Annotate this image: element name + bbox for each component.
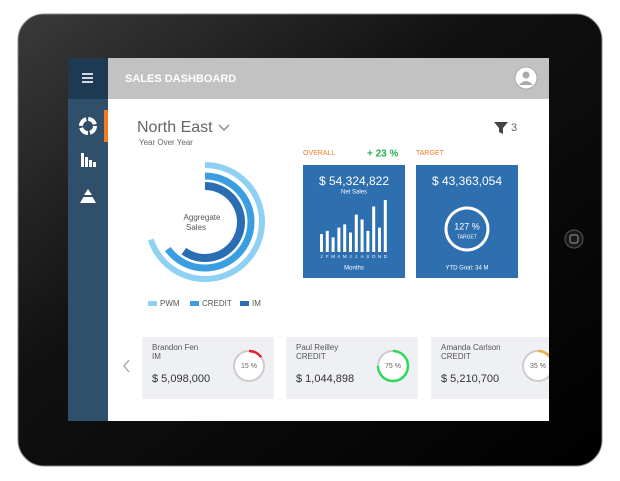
avatar-body bbox=[519, 81, 533, 85]
month-bar bbox=[372, 206, 376, 252]
legend-swatch bbox=[148, 301, 157, 306]
target-label: TARGET bbox=[416, 150, 445, 157]
month-label: A bbox=[361, 254, 364, 259]
target-gauge-caption: TARGET bbox=[457, 234, 477, 240]
rep-role: CREDIT bbox=[296, 352, 326, 361]
gauge-arc bbox=[248, 349, 263, 358]
bars-nav-icon[interactable] bbox=[81, 153, 96, 167]
gauge-arc bbox=[537, 349, 549, 358]
month-bar bbox=[360, 219, 364, 252]
donut-label: Aggregate bbox=[184, 213, 221, 222]
filter-icon[interactable] bbox=[494, 122, 508, 134]
gauge-arc bbox=[376, 349, 410, 383]
target-goal: YTD Goal: 34 M bbox=[445, 266, 488, 272]
rep-role: IM bbox=[152, 352, 161, 361]
month-bar bbox=[325, 230, 329, 252]
active-indicator bbox=[104, 110, 108, 142]
month-label: S bbox=[366, 254, 369, 259]
filter-count: 3 bbox=[511, 122, 517, 134]
legend-label: IM bbox=[252, 299, 261, 308]
donut-nav-icon[interactable] bbox=[79, 117, 97, 135]
rep-amount: $ 5,098,000 bbox=[152, 373, 210, 385]
month-label: J bbox=[349, 254, 351, 259]
month-label: M bbox=[331, 254, 335, 259]
month-bar bbox=[331, 237, 335, 252]
month-bar bbox=[320, 234, 323, 252]
month-bar bbox=[383, 200, 387, 252]
legend-label: PWM bbox=[160, 299, 180, 308]
month-bar bbox=[343, 224, 347, 252]
avatar-head bbox=[522, 71, 530, 79]
pyramid-nav-icon[interactable] bbox=[80, 189, 96, 203]
donut-label: Sales bbox=[186, 223, 206, 232]
rep-role: CREDIT bbox=[441, 352, 471, 361]
overall-axis-label: Months bbox=[344, 266, 364, 272]
target-gauge bbox=[444, 206, 490, 252]
rep-amount: $ 5,210,700 bbox=[441, 373, 499, 385]
gauge-label: 75 % bbox=[385, 363, 401, 370]
screen: SALES DASHBOARD North East Year Over Yea… bbox=[68, 58, 549, 421]
region-chevron[interactable] bbox=[218, 124, 230, 131]
region-name[interactable]: North East bbox=[137, 119, 213, 136]
rep-amount: $ 1,044,898 bbox=[296, 373, 354, 385]
month-label: N bbox=[378, 254, 381, 259]
rep-name: Amanda Carlson bbox=[441, 343, 501, 352]
month-label: F bbox=[326, 254, 329, 259]
month-label: D bbox=[384, 254, 388, 259]
overall-label: OVERALL bbox=[303, 150, 335, 157]
prev-arrow[interactable] bbox=[123, 359, 130, 373]
target-card[interactable] bbox=[416, 165, 518, 278]
sidebar bbox=[68, 58, 108, 421]
month-bar bbox=[366, 230, 370, 252]
rep-name: Brandon Fen bbox=[152, 343, 198, 352]
month-label: M bbox=[343, 254, 347, 259]
legend-swatch bbox=[240, 301, 249, 306]
header-title: SALES DASHBOARD bbox=[125, 73, 236, 85]
legend-label: CREDIT bbox=[202, 299, 232, 308]
target-amount: $ 43,363,054 bbox=[432, 174, 502, 188]
month-bar bbox=[354, 214, 358, 252]
home-icon bbox=[569, 234, 579, 244]
overall-change: + 23 % bbox=[367, 149, 399, 160]
month-label: J bbox=[355, 254, 357, 259]
month-bar bbox=[337, 227, 341, 252]
rep-name: Paul Reilley bbox=[296, 343, 338, 352]
donut-arc bbox=[147, 162, 265, 282]
month-bar bbox=[378, 227, 381, 252]
month-label: A bbox=[337, 254, 340, 259]
overall-card[interactable] bbox=[303, 165, 405, 278]
region-subtitle: Year Over Year bbox=[139, 138, 193, 147]
gauge-label: 15 % bbox=[241, 363, 257, 370]
overall-amount: $ 54,324,822 bbox=[319, 174, 389, 188]
donut-arc bbox=[181, 182, 245, 262]
month-label: J bbox=[320, 254, 322, 259]
month-bar bbox=[349, 232, 352, 252]
target-gauge-label: 127 % bbox=[454, 221, 480, 231]
donut-arc bbox=[164, 172, 255, 272]
legend-swatch bbox=[190, 301, 199, 306]
menu-icon[interactable] bbox=[82, 73, 93, 83]
home-button[interactable] bbox=[564, 229, 584, 249]
month-label: O bbox=[372, 254, 376, 259]
header-bar bbox=[68, 58, 549, 99]
gauge-label: 35 % bbox=[530, 363, 546, 370]
overall-amount-label: Net Sales bbox=[341, 190, 367, 196]
